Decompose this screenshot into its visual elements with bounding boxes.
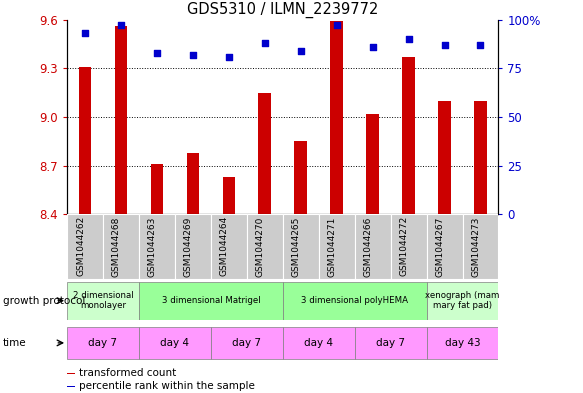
Point (260, 40, 269, 46)
Text: day 7: day 7 (89, 338, 118, 348)
Text: day 7: day 7 (376, 338, 405, 348)
Text: growth protocol: growth protocol (3, 296, 85, 306)
Text: GSM1044263: GSM1044263 (148, 216, 157, 277)
Bar (319, 214, 354, 279)
Text: 3 dimensional Matrigel: 3 dimensional Matrigel (161, 296, 260, 305)
Text: GSM1044267: GSM1044267 (436, 216, 444, 277)
Bar (258, 93, 271, 214)
Bar (67, 373, 75, 374)
Text: GSM1044266: GSM1044266 (364, 216, 373, 277)
Bar (67, 282, 139, 320)
Bar (67, 386, 75, 387)
Text: transformed count: transformed count (79, 368, 177, 378)
Bar (247, 214, 283, 279)
Point (116, 22, 125, 29)
Text: day 4: day 4 (160, 338, 189, 348)
Point (368, 44, 377, 50)
Bar (402, 57, 415, 214)
Text: percentile rank within the sample: percentile rank within the sample (79, 381, 255, 391)
Text: GSM1044262: GSM1044262 (76, 216, 85, 276)
Bar (115, 26, 127, 214)
Bar (79, 67, 92, 214)
Bar (211, 327, 283, 359)
Bar (67, 327, 139, 359)
Text: time: time (3, 338, 27, 348)
Text: day 43: day 43 (445, 338, 480, 348)
Bar (427, 214, 462, 279)
Bar (283, 214, 319, 279)
Point (296, 48, 305, 54)
Bar (366, 114, 379, 214)
Bar (139, 214, 175, 279)
Bar (294, 141, 307, 214)
Point (152, 50, 161, 56)
Bar (139, 327, 211, 359)
Bar (187, 152, 199, 214)
Point (476, 42, 485, 48)
Text: GSM1044264: GSM1044264 (220, 216, 229, 276)
Text: day 7: day 7 (232, 338, 261, 348)
Point (188, 51, 198, 58)
Bar (103, 214, 139, 279)
Text: GSM1044271: GSM1044271 (328, 216, 336, 277)
Text: GSM1044272: GSM1044272 (399, 216, 409, 276)
Bar (150, 164, 163, 214)
Bar (67, 214, 103, 279)
Bar (139, 282, 283, 320)
Point (80, 30, 90, 37)
Bar (474, 101, 487, 214)
Text: 3 dimensional polyHEMA: 3 dimensional polyHEMA (301, 296, 408, 305)
Point (224, 53, 233, 60)
Bar (223, 177, 235, 214)
Bar (331, 21, 343, 214)
Bar (354, 214, 391, 279)
Bar (211, 214, 247, 279)
Text: GSM1044270: GSM1044270 (256, 216, 265, 277)
Point (332, 22, 341, 29)
Bar (438, 101, 451, 214)
Text: GSM1044269: GSM1044269 (184, 216, 193, 277)
Title: GDS5310 / ILMN_2239772: GDS5310 / ILMN_2239772 (187, 2, 378, 18)
Bar (175, 214, 211, 279)
Text: 2 dimensional
monolayer: 2 dimensional monolayer (73, 291, 134, 310)
Text: xenograph (mam
mary fat pad): xenograph (mam mary fat pad) (426, 291, 500, 310)
Point (440, 42, 449, 48)
Text: GSM1044265: GSM1044265 (292, 216, 301, 277)
Bar (283, 327, 354, 359)
Bar (462, 214, 498, 279)
Text: day 4: day 4 (304, 338, 333, 348)
Text: GSM1044273: GSM1044273 (472, 216, 480, 277)
Bar (391, 214, 427, 279)
Point (404, 36, 413, 42)
Bar (354, 327, 427, 359)
Bar (283, 282, 427, 320)
Text: GSM1044268: GSM1044268 (112, 216, 121, 277)
Bar (427, 282, 498, 320)
Bar (427, 327, 498, 359)
